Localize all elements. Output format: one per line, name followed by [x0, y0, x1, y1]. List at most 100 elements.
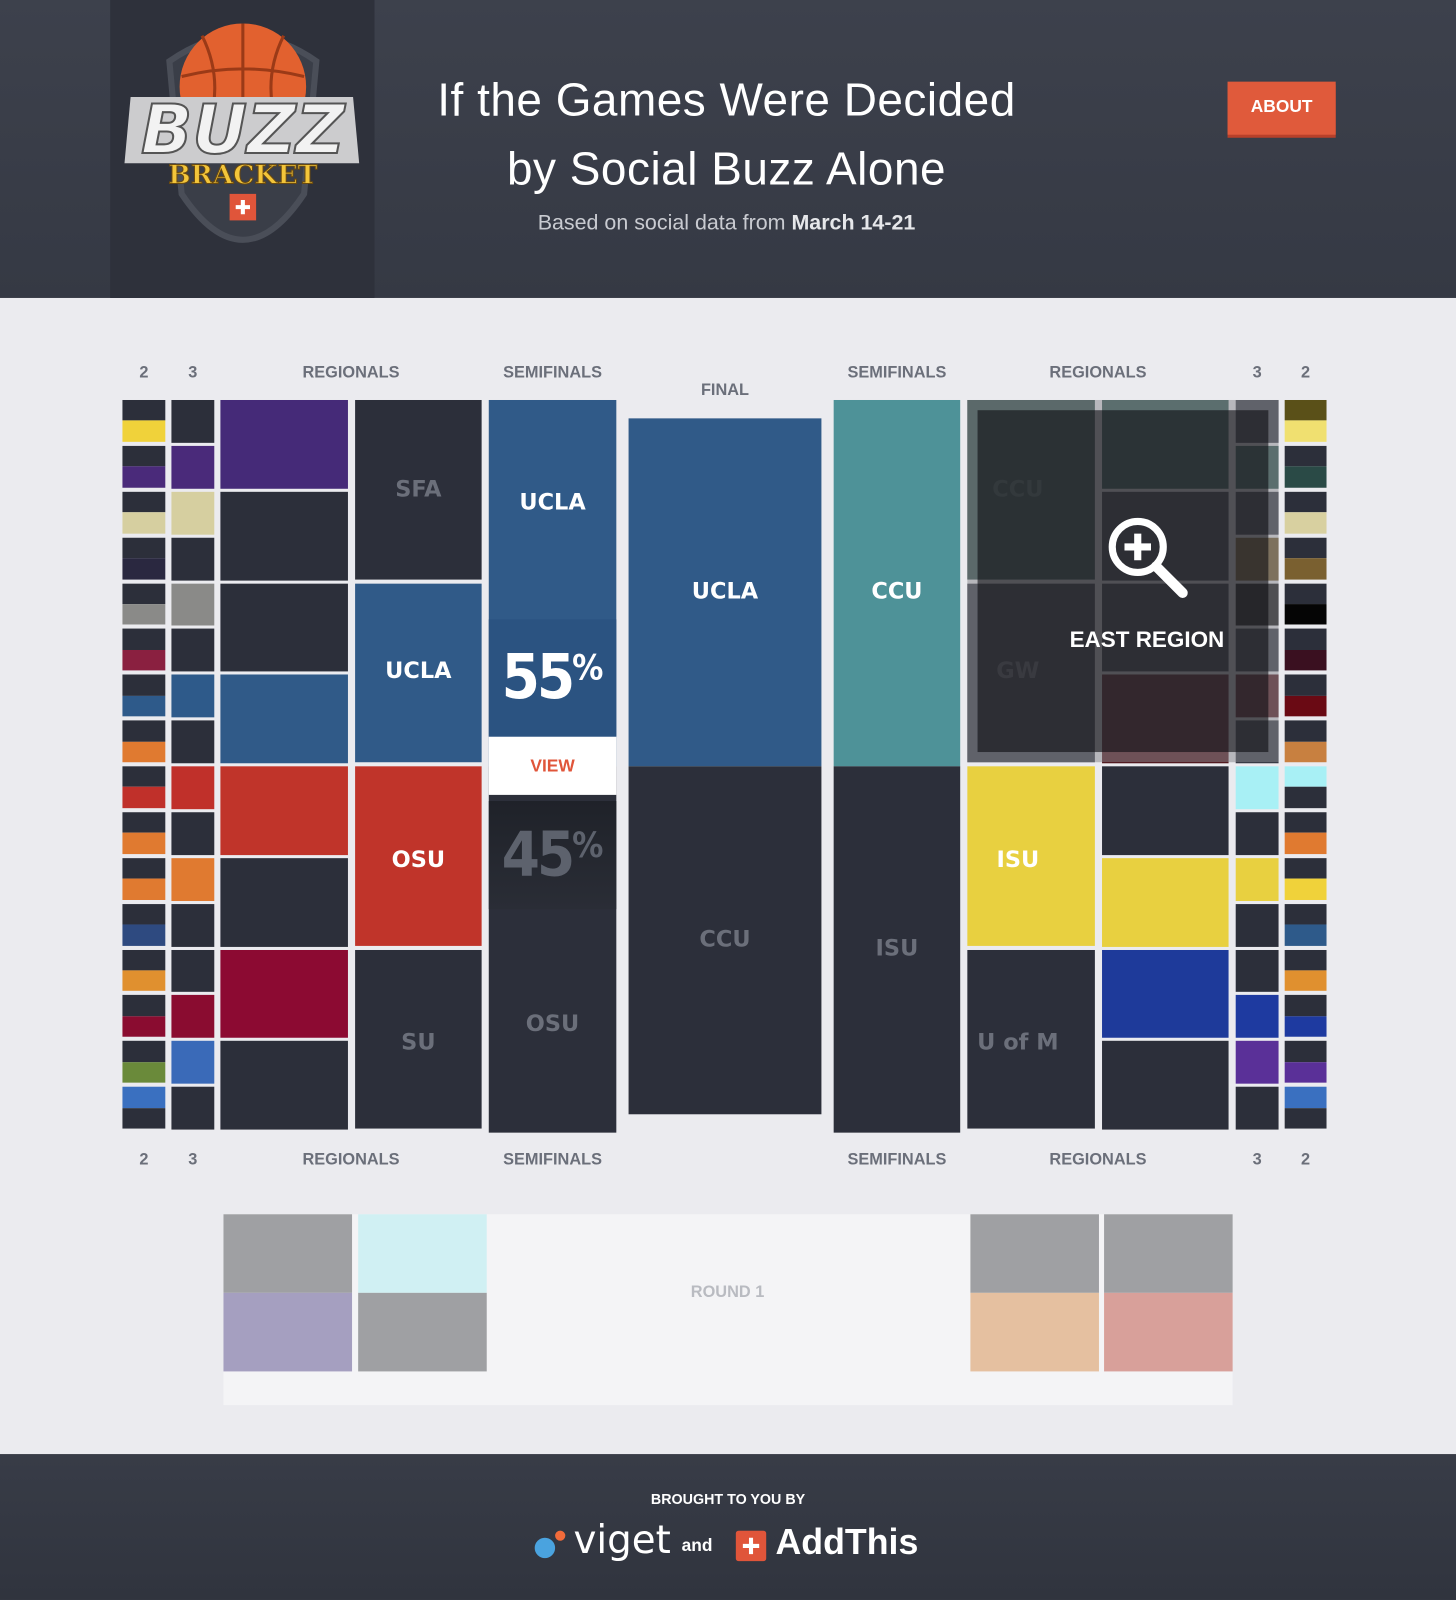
team-cell[interactable]	[1284, 537, 1327, 559]
team-cell[interactable]	[122, 812, 166, 833]
team-cell[interactable]	[171, 445, 215, 489]
team-cell[interactable]	[355, 399, 482, 580]
team-cell[interactable]	[220, 766, 348, 855]
team-cell[interactable]	[171, 812, 215, 855]
team-cell[interactable]	[122, 674, 166, 696]
team-cell[interactable]	[171, 995, 215, 1039]
team-cell[interactable]	[1235, 903, 1279, 947]
team-cell[interactable]	[833, 399, 961, 767]
team-cell[interactable]	[122, 995, 166, 1017]
team-cell[interactable]	[1284, 512, 1327, 534]
team-cell[interactable]	[1284, 995, 1327, 1017]
team-cell[interactable]	[122, 583, 166, 605]
team-cell[interactable]	[122, 695, 166, 717]
team-cell[interactable]	[1284, 649, 1327, 671]
team-cell[interactable]	[1284, 1107, 1327, 1129]
team-cell[interactable]	[1284, 857, 1327, 879]
team-cell[interactable]	[220, 491, 348, 581]
team-cell[interactable]	[1102, 949, 1229, 1039]
team-cell[interactable]	[1284, 970, 1327, 992]
team-cell[interactable]	[1284, 445, 1327, 467]
team-cell[interactable]	[1284, 1061, 1327, 1083]
team-cell[interactable]	[122, 1041, 166, 1062]
team-cell[interactable]	[122, 1061, 166, 1083]
team-cell[interactable]	[171, 949, 215, 993]
team-cell[interactable]	[1284, 720, 1327, 742]
team-cell[interactable]	[122, 1086, 166, 1108]
round1-cell[interactable]	[223, 1214, 353, 1293]
team-cell[interactable]	[171, 491, 215, 535]
team-cell[interactable]	[628, 766, 822, 1115]
footer-partner[interactable]: AddThis	[775, 1522, 919, 1563]
round1-cell[interactable]	[1104, 1292, 1233, 1372]
team-cell[interactable]	[171, 720, 215, 764]
team-cell[interactable]	[171, 399, 215, 443]
team-cell[interactable]	[1284, 604, 1327, 625]
footer-partner[interactable]: viget	[573, 1517, 671, 1563]
region-overlay[interactable]	[967, 399, 1279, 763]
team-cell[interactable]	[122, 491, 166, 513]
team-cell[interactable]	[171, 1086, 215, 1130]
team-cell[interactable]	[1235, 812, 1279, 855]
team-cell[interactable]	[1284, 878, 1327, 900]
team-cell[interactable]	[171, 628, 215, 672]
team-cell[interactable]	[171, 857, 215, 901]
team-cell[interactable]	[122, 720, 166, 742]
team-cell[interactable]	[220, 674, 348, 764]
team-cell[interactable]	[355, 583, 482, 763]
round1-cell[interactable]	[1104, 1214, 1233, 1293]
team-cell[interactable]	[1235, 766, 1279, 810]
team-cell[interactable]	[1284, 558, 1327, 580]
round1-cell[interactable]	[970, 1214, 1099, 1293]
team-cell[interactable]	[1284, 695, 1327, 717]
team-cell[interactable]	[628, 418, 822, 767]
team-cell[interactable]	[122, 857, 166, 879]
team-cell[interactable]	[220, 1041, 348, 1130]
round1-cell[interactable]	[970, 1292, 1099, 1372]
team-cell[interactable]	[122, 787, 166, 809]
round1-cell[interactable]	[358, 1292, 487, 1372]
team-cell[interactable]	[122, 445, 166, 467]
team-cell[interactable]	[122, 970, 166, 992]
team-cell[interactable]	[122, 1016, 166, 1037]
team-cell[interactable]	[122, 903, 166, 925]
team-cell[interactable]	[122, 537, 166, 559]
team-cell[interactable]	[220, 583, 348, 672]
team-cell[interactable]	[355, 766, 482, 946]
team-cell[interactable]	[122, 399, 166, 421]
team-cell[interactable]	[1284, 674, 1327, 696]
team-cell[interactable]	[1235, 857, 1279, 901]
team-cell[interactable]	[1284, 949, 1327, 971]
team-cell[interactable]	[171, 674, 215, 718]
team-cell[interactable]	[1284, 812, 1327, 833]
team-cell[interactable]	[122, 604, 166, 625]
team-cell[interactable]	[1284, 832, 1327, 854]
team-cell[interactable]	[122, 628, 166, 650]
team-cell[interactable]	[1284, 466, 1327, 488]
team-cell[interactable]	[1102, 857, 1229, 947]
team-cell[interactable]	[355, 949, 482, 1129]
team-cell[interactable]	[1284, 420, 1327, 442]
team-cell[interactable]	[967, 949, 1095, 1129]
team-cell[interactable]	[171, 903, 215, 947]
team-cell[interactable]	[122, 512, 166, 534]
team-cell[interactable]	[220, 857, 348, 947]
team-cell[interactable]	[1284, 1016, 1327, 1037]
team-cell[interactable]	[1102, 1041, 1229, 1130]
team-cell[interactable]	[122, 1107, 166, 1129]
team-cell[interactable]	[171, 1041, 215, 1084]
team-cell[interactable]	[1284, 766, 1327, 788]
team-cell[interactable]	[1284, 903, 1327, 925]
team-cell[interactable]	[122, 466, 166, 488]
team-cell[interactable]	[1102, 766, 1229, 855]
team-cell[interactable]	[122, 649, 166, 671]
team-cell[interactable]	[1235, 995, 1279, 1039]
team-cell[interactable]	[220, 399, 348, 489]
team-cell[interactable]	[171, 583, 215, 626]
team-cell[interactable]	[1235, 1086, 1279, 1130]
team-cell[interactable]	[122, 878, 166, 900]
team-cell[interactable]	[1284, 924, 1327, 946]
team-cell[interactable]	[171, 766, 215, 810]
team-cell[interactable]	[1284, 628, 1327, 650]
team-cell[interactable]	[122, 949, 166, 971]
